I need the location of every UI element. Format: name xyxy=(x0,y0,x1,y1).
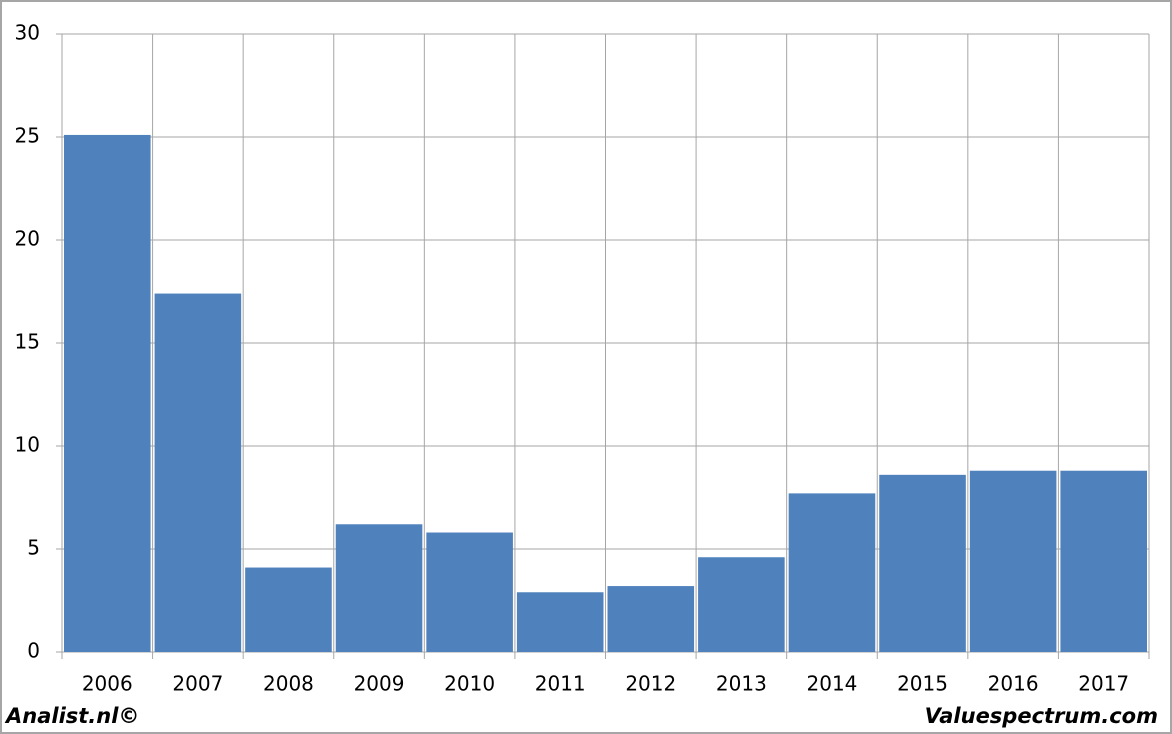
y-tick-label: 15 xyxy=(15,330,40,354)
bar xyxy=(788,493,876,652)
x-tick-label: 2008 xyxy=(263,672,314,696)
bar xyxy=(426,532,513,652)
x-tick-label: 2012 xyxy=(625,672,676,696)
source-left: Analist.nl© xyxy=(4,704,139,728)
x-tick-label: 2009 xyxy=(354,672,405,696)
y-tick-label: 0 xyxy=(27,639,40,663)
bar xyxy=(64,134,151,652)
bar xyxy=(607,586,695,652)
x-tick-label: 2010 xyxy=(444,672,495,696)
bar xyxy=(245,567,332,652)
x-tick-label: 2017 xyxy=(1078,672,1129,696)
x-tick-label: 2007 xyxy=(172,672,223,696)
bar xyxy=(516,592,604,652)
y-tick-label: 5 xyxy=(27,536,40,560)
source-right: Valuespectrum.com xyxy=(925,704,1158,728)
y-tick-label: 10 xyxy=(15,433,40,457)
x-tick-label: 2011 xyxy=(535,672,586,696)
bar xyxy=(335,524,423,652)
x-tick-label: 2006 xyxy=(82,672,133,696)
bar xyxy=(969,470,1057,652)
y-tick-label: 30 xyxy=(15,21,40,45)
y-tick-label: 25 xyxy=(15,124,40,148)
bar xyxy=(154,293,242,652)
bar xyxy=(879,474,966,652)
bar xyxy=(1060,470,1147,652)
y-tick-label: 20 xyxy=(15,227,40,251)
x-tick-label: 2013 xyxy=(716,672,767,696)
x-tick-label: 2016 xyxy=(988,672,1039,696)
bar xyxy=(698,557,785,652)
x-tick-label: 2014 xyxy=(807,672,858,696)
x-tick-label: 2015 xyxy=(897,672,948,696)
